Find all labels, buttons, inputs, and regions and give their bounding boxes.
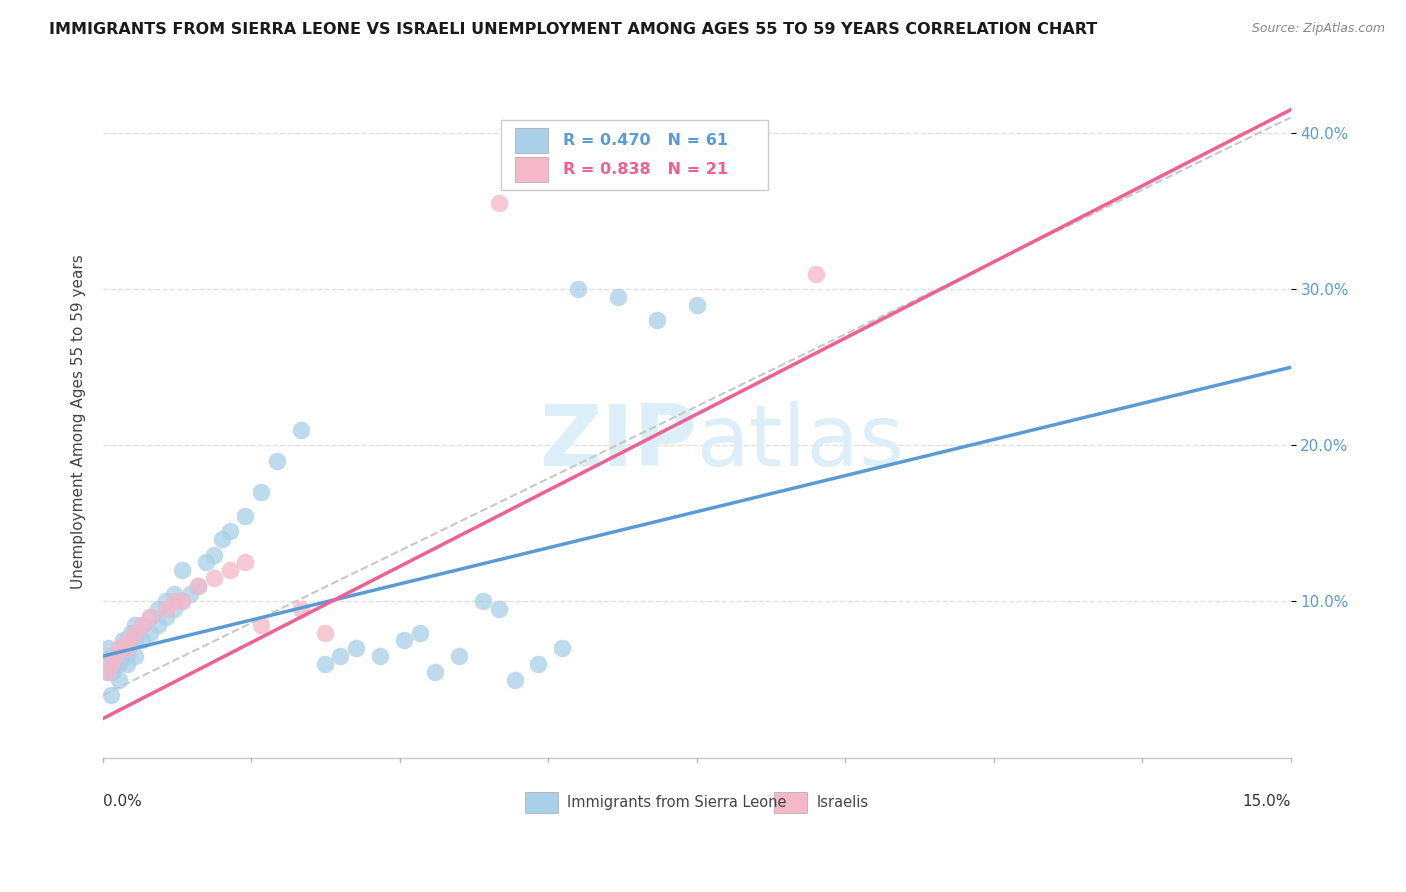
Point (179, 587, 201, 601)
Point (96, 665, 118, 679)
Point (124, 618, 146, 632)
Point (155, 594, 177, 608)
Point (107, 649, 129, 664)
Point (250, 618, 273, 632)
Point (100, 657, 122, 671)
Point (100, 649, 122, 664)
Point (107, 657, 129, 671)
Point (117, 641, 139, 656)
Point (218, 563, 240, 577)
Text: 15.0%: 15.0% (1243, 795, 1291, 809)
Bar (515, 157, 548, 182)
Point (392, 633, 415, 648)
Text: 0.0%: 0.0% (103, 795, 142, 809)
Point (107, 641, 129, 656)
Point (107, 673, 129, 687)
Point (115, 633, 138, 648)
Point (104, 649, 127, 664)
Point (488, 602, 510, 616)
Point (804, 267, 827, 281)
Point (202, 571, 225, 585)
Point (314, 625, 336, 640)
Point (194, 556, 217, 570)
Point (527, 657, 550, 671)
FancyBboxPatch shape (501, 120, 768, 190)
Point (124, 649, 146, 664)
Point (408, 625, 430, 640)
Text: Immigrants from Sierra Leone: Immigrants from Sierra Leone (567, 795, 787, 810)
Point (187, 579, 209, 593)
Text: R = 0.470   N = 61: R = 0.470 N = 61 (562, 133, 727, 148)
Point (115, 649, 138, 664)
Point (100, 688, 122, 702)
Point (104, 649, 127, 664)
Point (314, 657, 336, 671)
Point (163, 602, 186, 616)
Point (425, 665, 447, 679)
Point (139, 625, 162, 640)
Point (139, 610, 162, 624)
Point (104, 657, 127, 671)
Point (218, 524, 240, 539)
Point (290, 423, 312, 437)
Point (101, 665, 124, 679)
Point (250, 485, 273, 500)
Point (172, 594, 194, 608)
Point (344, 641, 367, 656)
Point (131, 633, 153, 648)
Bar (773, 792, 807, 814)
Point (503, 673, 526, 687)
Point (139, 610, 162, 624)
Point (645, 313, 668, 327)
Point (235, 508, 257, 523)
Point (115, 633, 138, 648)
Bar (524, 792, 558, 814)
Y-axis label: Unemployment Among Ages 55 to 59 years: Unemployment Among Ages 55 to 59 years (72, 254, 86, 590)
Point (472, 594, 495, 608)
Point (96, 665, 118, 679)
Point (567, 282, 589, 296)
Point (131, 618, 153, 632)
Point (131, 618, 153, 632)
Point (115, 641, 138, 656)
Point (163, 587, 186, 601)
Point (110, 641, 132, 656)
Text: R = 0.838   N = 21: R = 0.838 N = 21 (562, 162, 727, 178)
Point (449, 649, 471, 664)
Point (329, 649, 352, 664)
Point (124, 633, 146, 648)
Point (163, 594, 186, 608)
Point (202, 548, 225, 562)
Point (187, 579, 209, 593)
Point (111, 649, 134, 664)
Point (124, 625, 146, 640)
Text: Source: ZipAtlas.com: Source: ZipAtlas.com (1251, 22, 1385, 36)
Text: IMMIGRANTS FROM SIERRA LEONE VS ISRAELI UNEMPLOYMENT AMONG AGES 55 TO 59 YEARS C: IMMIGRANTS FROM SIERRA LEONE VS ISRAELI … (49, 22, 1098, 37)
Text: Israelis: Israelis (817, 795, 869, 810)
Point (94, 657, 117, 671)
Point (551, 641, 574, 656)
Point (686, 298, 709, 312)
Point (155, 610, 177, 624)
Point (606, 290, 628, 304)
Bar (515, 128, 548, 153)
Text: ZIP: ZIP (538, 401, 697, 483)
Point (97, 641, 120, 656)
Point (488, 196, 510, 211)
Point (148, 618, 170, 632)
Text: atlas: atlas (697, 401, 904, 483)
Point (115, 657, 138, 671)
Point (266, 454, 288, 468)
Point (235, 556, 257, 570)
Point (290, 602, 312, 616)
Point (120, 625, 142, 640)
Point (148, 602, 170, 616)
Point (172, 594, 194, 608)
Point (155, 602, 177, 616)
Point (211, 532, 233, 546)
Point (172, 563, 194, 577)
Point (368, 649, 391, 664)
Point (111, 633, 134, 648)
